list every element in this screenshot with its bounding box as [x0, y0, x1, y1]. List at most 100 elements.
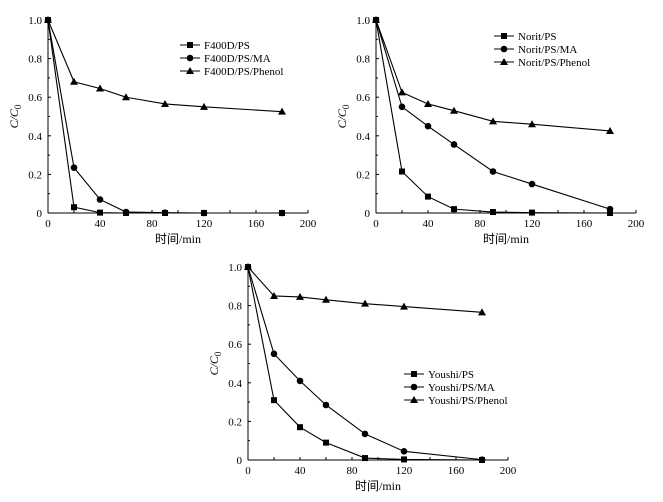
legend-label: F400D/PS/MA: [204, 53, 271, 65]
series-triangle: [44, 16, 286, 115]
data-point: [450, 141, 458, 148]
data-point: [424, 99, 432, 107]
data-point: [425, 193, 431, 200]
series-line: [375, 19, 611, 132]
y-tick-label: 0.4: [356, 131, 370, 143]
x-tick-label: 160: [448, 465, 465, 477]
legend-label: F400D/PS: [204, 40, 250, 52]
data-point: [161, 99, 169, 107]
x-tick-label: 200: [300, 218, 317, 230]
legend-marker: [501, 33, 507, 39]
legend-entry: Youshi/PS/Phenol: [404, 395, 508, 407]
x-tick-label: 200: [500, 465, 517, 477]
x-tick-label: 40: [423, 218, 435, 230]
chart-panel-3: 0 40 80 120 160 200 0 0.2 0.4 0.6 0.8 1.0 时间/min C/C0…: [207, 262, 517, 493]
x-tick-label: 0: [373, 218, 379, 230]
y-tick-label: 0.8: [28, 54, 42, 66]
legend-marker: [186, 54, 194, 62]
data-point: [70, 77, 78, 85]
data-point: [401, 456, 407, 463]
data-point: [424, 122, 432, 130]
y-tick-label: 0.2: [28, 169, 42, 181]
data-point: [122, 208, 130, 216]
legend-marker: [187, 42, 193, 48]
data-point: [44, 16, 52, 23]
data-point: [528, 120, 536, 128]
data-point: [297, 424, 303, 431]
legend-label: Norit/PS: [518, 31, 557, 43]
series-triangle: [372, 16, 614, 134]
y-tick-label: 0.2: [356, 169, 370, 181]
data-point: [478, 308, 486, 316]
legend-marker: [410, 383, 418, 391]
legend-entry: Norit/PS: [494, 31, 557, 43]
legend-label: Youshi/PS/Phenol: [428, 395, 508, 407]
legend-entry: F400D/PS/MA: [180, 53, 271, 65]
legend-marker: [500, 45, 508, 53]
y-axis-label: C/C0: [7, 104, 23, 128]
y-tick-label: 0.4: [28, 131, 42, 143]
x-tick-label: 80: [475, 218, 487, 230]
data-point: [607, 210, 613, 216]
y-axis-label: C/C0: [335, 104, 351, 128]
data-point: [451, 206, 457, 213]
data-point: [122, 93, 130, 101]
data-point: [322, 401, 330, 409]
chart-panel-2: 0 40 80 120 160 200 0 0.2 0.4 0.6 0.8 1.0 时间/min C/C0…: [335, 15, 645, 246]
data-point: [296, 292, 304, 300]
data-point: [490, 209, 496, 216]
data-point: [361, 430, 369, 438]
x-tick-label: 200: [628, 218, 645, 230]
legend-label: Norit/PS/MA: [518, 44, 577, 56]
y-tick-label: 0.6: [28, 92, 42, 104]
data-point: [478, 456, 486, 463]
data-point: [606, 126, 614, 134]
legend-marker: [500, 58, 508, 65]
data-point: [400, 302, 408, 310]
x-tick-label: 80: [147, 218, 159, 230]
data-point: [270, 350, 278, 358]
y-tick-label: 0: [365, 208, 371, 220]
legend-entry: F400D/PS/Phenol: [180, 66, 283, 78]
data-point: [322, 295, 330, 303]
series-circle: [372, 16, 614, 213]
data-point: [400, 448, 408, 455]
data-point: [489, 168, 497, 175]
data-point: [362, 455, 368, 462]
data-point: [271, 397, 277, 404]
legend-marker: [410, 396, 418, 403]
data-point: [323, 439, 329, 446]
chart-panel-1: 0 40 80 120 160 200 0 0.2 0.4 0.6 0.8 1.0 时间/min C/C0…: [7, 15, 317, 246]
legend-label: F400D/PS/Phenol: [204, 66, 283, 78]
x-tick-label: 0: [45, 218, 51, 230]
data-point: [450, 106, 458, 114]
data-point: [200, 102, 208, 110]
legend-entry: Youshi/PS/MA: [404, 382, 495, 394]
x-axis-label: 时间/min: [483, 232, 529, 246]
series-triangle: [244, 263, 486, 316]
y-axis-label: C/C0: [207, 351, 223, 375]
x-axis-label: 时间/min: [355, 479, 401, 493]
x-axis-label: 时间/min: [155, 232, 201, 246]
data-point: [270, 291, 278, 299]
legend-entry: Norit/PS/MA: [494, 44, 577, 56]
x-tick-label: 160: [576, 218, 593, 230]
series-circle: [244, 263, 486, 463]
data-point: [96, 84, 104, 92]
y-tick-label: 1.0: [28, 15, 42, 27]
legend-label: Youshi/PS: [428, 369, 474, 381]
data-point: [296, 377, 304, 385]
legend-marker: [411, 371, 417, 377]
data-point: [97, 209, 103, 216]
data-point: [244, 263, 252, 270]
data-point: [529, 209, 535, 216]
legend-entry: F400D/PS: [180, 40, 250, 52]
data-point: [96, 196, 104, 203]
x-tick-label: 120: [196, 218, 213, 230]
legend-entry: Norit/PS/Phenol: [494, 57, 590, 69]
data-point: [606, 205, 614, 213]
x-tick-label: 0: [245, 465, 251, 477]
y-tick-label: 1.0: [228, 262, 242, 274]
y-tick-label: 0.2: [228, 416, 242, 428]
